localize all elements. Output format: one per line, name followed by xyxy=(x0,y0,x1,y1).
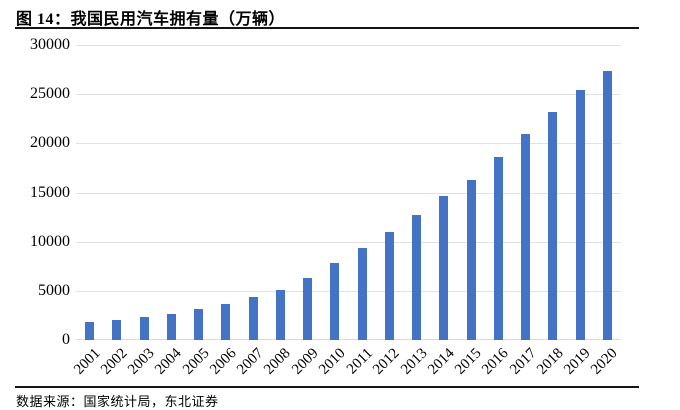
x-tick-label: 2010 xyxy=(315,345,349,378)
x-tick-label: 2013 xyxy=(397,345,431,378)
gridline xyxy=(76,242,621,243)
gridline xyxy=(76,193,621,194)
bar-slot xyxy=(240,45,267,340)
bar-slot xyxy=(430,45,457,340)
data-source-note: 数据来源：国家统计局，东北证券 xyxy=(16,394,219,409)
bar xyxy=(303,278,313,340)
bar xyxy=(575,90,585,340)
x-tick-label: 2015 xyxy=(452,345,485,378)
x-axis-line xyxy=(76,339,621,340)
x-tick-label: 2014 xyxy=(424,345,458,378)
bar xyxy=(194,309,204,340)
y-axis: 0 5000 10000 15000 20000 25000 30000 xyxy=(0,37,70,348)
bar-slot xyxy=(158,45,185,340)
bar xyxy=(248,297,258,340)
bar-slot xyxy=(185,45,212,340)
bar xyxy=(521,134,531,340)
y-tick-label: 20000 xyxy=(30,134,70,152)
bar-slot xyxy=(512,45,539,340)
bar-slot xyxy=(294,45,321,340)
bar xyxy=(384,232,394,340)
bar xyxy=(139,317,149,340)
bar-slot xyxy=(594,45,621,340)
bar-slot xyxy=(321,45,348,340)
bar-slot xyxy=(539,45,566,340)
bar xyxy=(275,290,285,340)
bar-slot xyxy=(103,45,130,340)
y-tick-label: 30000 xyxy=(30,36,70,53)
x-tick-label: 2008 xyxy=(261,345,294,378)
y-tick-label: 15000 xyxy=(30,183,70,201)
bar xyxy=(85,322,95,340)
x-tick-label: 2018 xyxy=(533,345,567,378)
y-tick-label: 0 xyxy=(62,331,70,348)
gridline xyxy=(76,143,621,144)
bar xyxy=(221,304,231,340)
x-tick-label: 2017 xyxy=(506,345,540,378)
bar xyxy=(493,157,503,340)
bar-slot xyxy=(267,45,294,340)
figure-title: 图 14：我国民用汽车拥有量（万辆） xyxy=(16,11,286,28)
y-tick-label: 5000 xyxy=(38,281,70,299)
gridline xyxy=(76,45,621,46)
x-tick-label: 2003 xyxy=(125,345,158,378)
bar xyxy=(166,314,176,340)
bar xyxy=(439,196,449,340)
x-tick-label: 2004 xyxy=(152,345,185,378)
x-tick-label: 2007 xyxy=(234,345,267,378)
y-tick-label: 25000 xyxy=(30,85,70,103)
bar-slot xyxy=(349,45,376,340)
x-tick-label: 2006 xyxy=(206,345,240,378)
bar-slot xyxy=(131,45,158,340)
bar xyxy=(466,180,476,340)
bar xyxy=(112,320,122,340)
bar xyxy=(330,263,340,340)
bar-slot xyxy=(403,45,430,340)
x-tick-label: 2012 xyxy=(370,345,403,378)
gridline xyxy=(76,94,621,95)
title-divider-line xyxy=(15,27,639,29)
bar xyxy=(357,248,367,340)
bar-slot xyxy=(212,45,239,340)
y-tick-label: 10000 xyxy=(30,232,70,250)
x-tick-label: 2011 xyxy=(343,345,376,378)
bar-slot xyxy=(567,45,594,340)
bar-series xyxy=(76,45,621,340)
x-tick-label: 2019 xyxy=(561,345,594,378)
x-tick-label: 2016 xyxy=(479,345,512,378)
bar-slot xyxy=(76,45,103,340)
gridline xyxy=(76,291,621,292)
bar-slot xyxy=(376,45,403,340)
x-tick-label: 2002 xyxy=(97,345,131,378)
bar xyxy=(412,215,422,340)
x-tick-label: 2001 xyxy=(70,345,104,378)
x-tick-label: 2020 xyxy=(588,345,621,378)
plot-area xyxy=(76,45,621,340)
bar xyxy=(602,71,612,340)
x-tick-label: 2005 xyxy=(179,345,213,378)
footer-divider-line xyxy=(15,386,639,388)
bar xyxy=(548,112,558,340)
bar-slot xyxy=(458,45,485,340)
x-tick-label: 2009 xyxy=(288,345,322,378)
bar-slot xyxy=(485,45,512,340)
